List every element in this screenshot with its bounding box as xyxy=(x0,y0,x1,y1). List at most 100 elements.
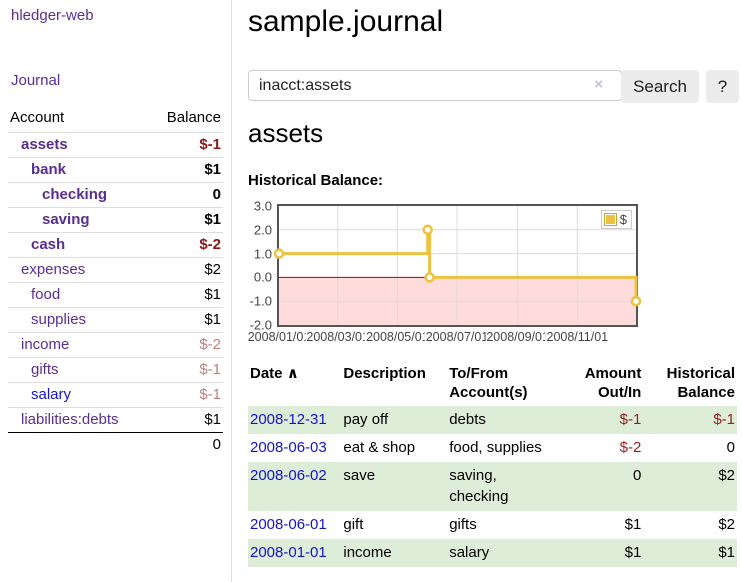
chart-plot-area[interactable]: $ xyxy=(273,204,642,327)
transaction-date-link[interactable]: 2008-06-03 xyxy=(250,439,327,456)
chart-legend: $ xyxy=(600,210,632,229)
account-balance: $-1 xyxy=(199,136,221,153)
accounts-header-account: Account xyxy=(10,109,65,126)
account-balance: $1 xyxy=(204,211,221,228)
help-button[interactable]: ? xyxy=(706,70,739,103)
transaction-date-link[interactable]: 2008-06-02 xyxy=(250,467,327,484)
transaction-accounts: debts xyxy=(449,411,486,428)
register-header-row: Date ∧ Description To/From Account(s) Am… xyxy=(248,360,737,406)
historical-balance-chart: 3.0 2.0 1.0 0.0 -1.0 -2.0 $ 2008/01/01 2008/03… xyxy=(246,199,737,349)
register-header-accounts: To/From Account(s) xyxy=(449,365,528,401)
register-header-date[interactable]: Date ∧ xyxy=(248,360,341,406)
account-link-supplies[interactable]: supplies xyxy=(31,311,87,328)
account-balance: $-2 xyxy=(199,336,221,353)
transaction-amount: $1 xyxy=(624,544,642,561)
transaction-accounts: saving, checking xyxy=(449,467,509,505)
register-row: 2008-06-03 eat & shop food, supplies $-2… xyxy=(248,434,737,462)
account-balance: $1 xyxy=(204,161,221,178)
transaction-amount: $-1 xyxy=(619,411,642,428)
x-axis-tick-label: 2008/05/01 xyxy=(365,330,430,344)
account-balance: $1 xyxy=(204,286,221,303)
register-header-amount: Amount Out/In xyxy=(584,365,642,401)
account-balance: 0 xyxy=(212,186,221,203)
account-row-saving: saving $1 xyxy=(8,207,223,233)
accounts-header-balance: Balance xyxy=(166,109,221,126)
account-link-salary[interactable]: salary xyxy=(31,386,72,403)
register-table: Date ∧ Description To/From Account(s) Am… xyxy=(248,360,737,567)
account-row-supplies: supplies $1 xyxy=(8,307,223,333)
accounts-total-balance: 0 xyxy=(212,436,221,453)
account-heading: assets xyxy=(248,118,324,148)
legend-label: $ xyxy=(619,212,627,227)
chart-canvas[interactable] xyxy=(273,206,642,325)
account-link-gifts[interactable]: gifts xyxy=(31,361,59,378)
account-link-expenses[interactable]: expenses xyxy=(21,261,86,278)
register-row: 2008-06-02 save saving, checking 0 $2 xyxy=(248,462,737,511)
transaction-accounts: food, supplies xyxy=(449,439,542,456)
transaction-accounts: salary xyxy=(449,544,490,561)
account-row-bank: bank $1 xyxy=(8,157,223,183)
search-form: × Search ? xyxy=(248,70,739,103)
account-row-gifts: gifts $-1 xyxy=(8,357,223,383)
data-point-marker xyxy=(424,272,435,283)
x-axis-tick-label: 2008/09/01 xyxy=(485,330,550,344)
journal-link[interactable]: Journal xyxy=(11,72,61,89)
chart-title: Historical Balance: xyxy=(248,172,384,189)
account-link-assets[interactable]: assets xyxy=(21,136,68,153)
account-row-assets: assets $-1 xyxy=(8,132,223,158)
transaction-description: save xyxy=(343,467,376,484)
transaction-balance: $2 xyxy=(718,516,735,533)
accounts-table: Account Balance assets $-1 bank $1 check… xyxy=(8,105,223,457)
x-axis-tick-label: 2008/07/01 xyxy=(424,330,490,344)
data-point-marker xyxy=(422,224,433,236)
accounts-total-row: 0 xyxy=(8,432,223,458)
search-button[interactable]: Search xyxy=(621,70,699,103)
account-row-food: food $1 xyxy=(8,282,223,308)
y-axis-tick-label: 0.0 xyxy=(253,269,272,285)
y-axis-tick-label: 3.0 xyxy=(253,198,272,214)
transaction-balance: $2 xyxy=(718,467,735,484)
y-axis-tick-label: 2.0 xyxy=(253,222,272,238)
data-point-marker xyxy=(630,295,642,307)
transaction-balance: $1 xyxy=(718,544,735,561)
transaction-amount: $1 xyxy=(624,516,642,533)
account-link-checking[interactable]: checking xyxy=(42,186,108,203)
account-row-salary: salary $-1 xyxy=(8,382,223,408)
transaction-amount: $-2 xyxy=(619,439,642,456)
transaction-date-link[interactable]: 2008-01-01 xyxy=(250,544,327,561)
transaction-description: pay off xyxy=(343,411,389,428)
y-axis-tick-label: 1.0 xyxy=(253,246,272,262)
account-row-cash: cash $-2 xyxy=(8,232,223,258)
account-balance: $1 xyxy=(204,311,221,328)
sort-ascending-icon: ∧ xyxy=(286,365,299,382)
account-balance: $2 xyxy=(204,261,221,278)
x-axis-tick-label: 2008/03/01 xyxy=(305,330,370,344)
account-link-liabilities-debts[interactable]: liabilities:debts xyxy=(21,411,119,428)
register-header-description: Description xyxy=(343,365,426,382)
transaction-description: gift xyxy=(343,516,364,533)
transaction-balance: $-1 xyxy=(713,411,735,428)
account-link-cash[interactable]: cash xyxy=(31,236,66,253)
sidebar: hledger-web Journal Account Balance asse… xyxy=(0,0,230,582)
y-axis-tick-label: -2.0 xyxy=(249,317,272,333)
account-link-saving[interactable]: saving xyxy=(42,211,90,228)
transaction-date-link[interactable]: 2008-06-01 xyxy=(250,516,327,533)
app-title-link[interactable]: hledger-web xyxy=(11,7,94,24)
account-row-income: income $-2 xyxy=(8,332,223,358)
sidebar-divider xyxy=(231,0,232,582)
main-content: sample.journal × Search ? assets Histori… xyxy=(246,0,739,582)
account-link-income[interactable]: income xyxy=(21,336,70,353)
account-link-bank[interactable]: bank xyxy=(31,161,67,178)
search-input[interactable] xyxy=(248,70,622,101)
x-axis-tick-label: 2008/11/01 xyxy=(545,330,610,344)
x-axis-labels: 2008/01/01 2008/03/01 2008/05/01 2008/07/01… xyxy=(246,330,737,346)
register-row: 2008-01-01 income salary $1 $1 xyxy=(248,539,737,567)
account-row-liabilities-debts: liabilities:debts $1 xyxy=(8,407,223,433)
account-link-food[interactable]: food xyxy=(31,286,61,303)
transaction-amount: 0 xyxy=(633,467,642,484)
account-balance: $1 xyxy=(204,411,221,428)
clear-search-icon[interactable]: × xyxy=(594,76,603,93)
transaction-date-link[interactable]: 2008-12-31 xyxy=(250,411,327,428)
account-balance: $-2 xyxy=(199,236,221,253)
